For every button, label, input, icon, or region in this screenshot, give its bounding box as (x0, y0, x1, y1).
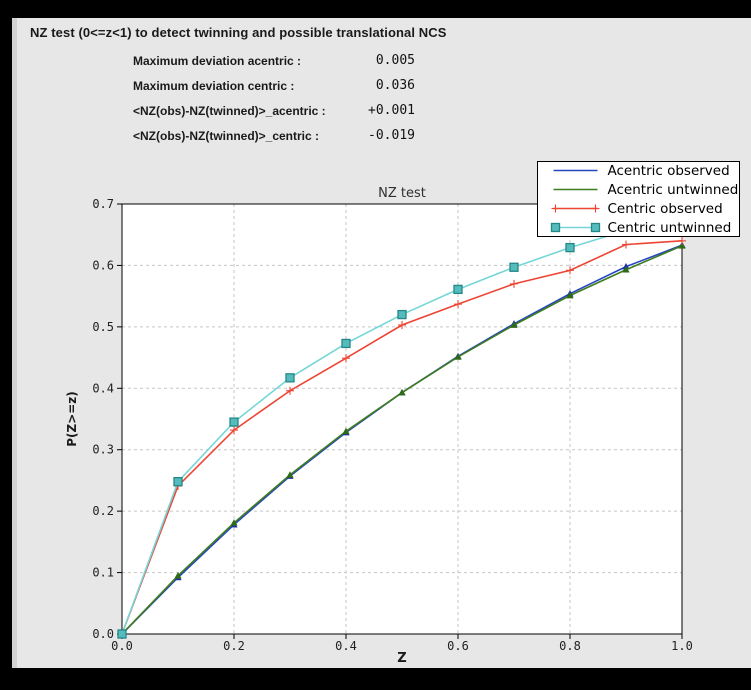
marker-triangle (398, 388, 406, 396)
marker-triangle (678, 242, 686, 249)
marker-triangle (174, 572, 182, 579)
stat-label: Maximum deviation acentric : (133, 54, 302, 68)
stat-row: <NZ(obs)-NZ(twinned)>_centric : -0.019 (133, 123, 415, 148)
x-tick-label: 0.8 (559, 639, 581, 653)
chart-title: NZ test (378, 186, 426, 201)
plot-frame (121, 203, 683, 635)
legend-label-acentric-untwinned: Acentric untwinned (608, 182, 739, 198)
marker-square (397, 309, 407, 320)
marker-triangle (454, 353, 462, 360)
x-tick-label: 0.2 (223, 639, 245, 653)
y-tick-label: 0.3 (92, 443, 114, 457)
legend-box (537, 161, 740, 237)
statistics-block: Maximum deviation acentric : 0.005 Maxim… (133, 48, 415, 148)
x-tick-label: 0.4 (335, 639, 357, 653)
marker-square (453, 284, 463, 295)
y-tick-label: 0.0 (92, 627, 114, 641)
x-tick-label: 0.0 (111, 639, 133, 653)
stat-row: Maximum deviation acentric : 0.005 (133, 48, 415, 73)
y-tick-label: 0.7 (92, 197, 114, 211)
stat-row: Maximum deviation centric : 0.036 (133, 73, 415, 98)
marker-square (173, 477, 183, 487)
stat-value: -0.019 (368, 128, 415, 143)
legend-label-centric-untwinned: Centric untwinned (608, 220, 732, 236)
marker-triangle (230, 519, 238, 526)
stat-label: <NZ(obs)-NZ(twinned)>_centric : (133, 129, 320, 143)
marker-square (117, 629, 127, 639)
stat-row: <NZ(obs)-NZ(twinned)>_acentric : +0.001 (133, 98, 415, 123)
marker-square (590, 222, 601, 233)
stat-label: <NZ(obs)-NZ(twinned)>_acentric : (133, 104, 326, 118)
y-tick-label: 0.4 (92, 381, 114, 395)
stat-label: Maximum deviation centric : (133, 79, 295, 93)
y-tick-label: 0.5 (92, 320, 114, 334)
legend-label-acentric-observed: Acentric observed (608, 163, 730, 179)
marker-square (285, 373, 295, 383)
marker-triangle (342, 427, 350, 435)
x-axis-label: Z (397, 651, 406, 666)
x-tick-label: 0.6 (447, 639, 469, 653)
plot-area (122, 204, 682, 634)
legend-label-centric-observed: Centric observed (608, 201, 723, 217)
marker-triangle (510, 321, 518, 328)
stat-value: 0.036 (375, 78, 415, 93)
marker-triangle (566, 291, 574, 299)
marker-square (550, 222, 561, 233)
marker-square (229, 417, 239, 427)
window-left-edge (12, 18, 17, 668)
marker-triangle (286, 471, 294, 478)
plot-window: NZ test (0<=z<1) to detect twinning and … (12, 18, 751, 668)
stat-value: 0.005 (375, 53, 415, 68)
marker-square (565, 242, 575, 253)
y-tick-label: 0.1 (92, 566, 114, 580)
marker-square (509, 262, 519, 272)
stat-value: +0.001 (368, 103, 415, 118)
y-tick-label: 0.6 (92, 258, 114, 272)
y-axis-label: P(Z>=z) (65, 391, 79, 447)
nz-test-chart: 0.0 0.2 0.4 0.6 0.8 1.0 0.0 0.1 0.2 0.3 0.4 0.5 0.6 0… (65, 161, 740, 666)
page-title: NZ test (0<=z<1) to detect twinning and … (30, 25, 447, 40)
marker-square (341, 338, 351, 349)
marker-triangle (622, 266, 630, 273)
y-tick-label: 0.2 (92, 504, 114, 518)
x-tick-label: 1.0 (671, 639, 693, 653)
